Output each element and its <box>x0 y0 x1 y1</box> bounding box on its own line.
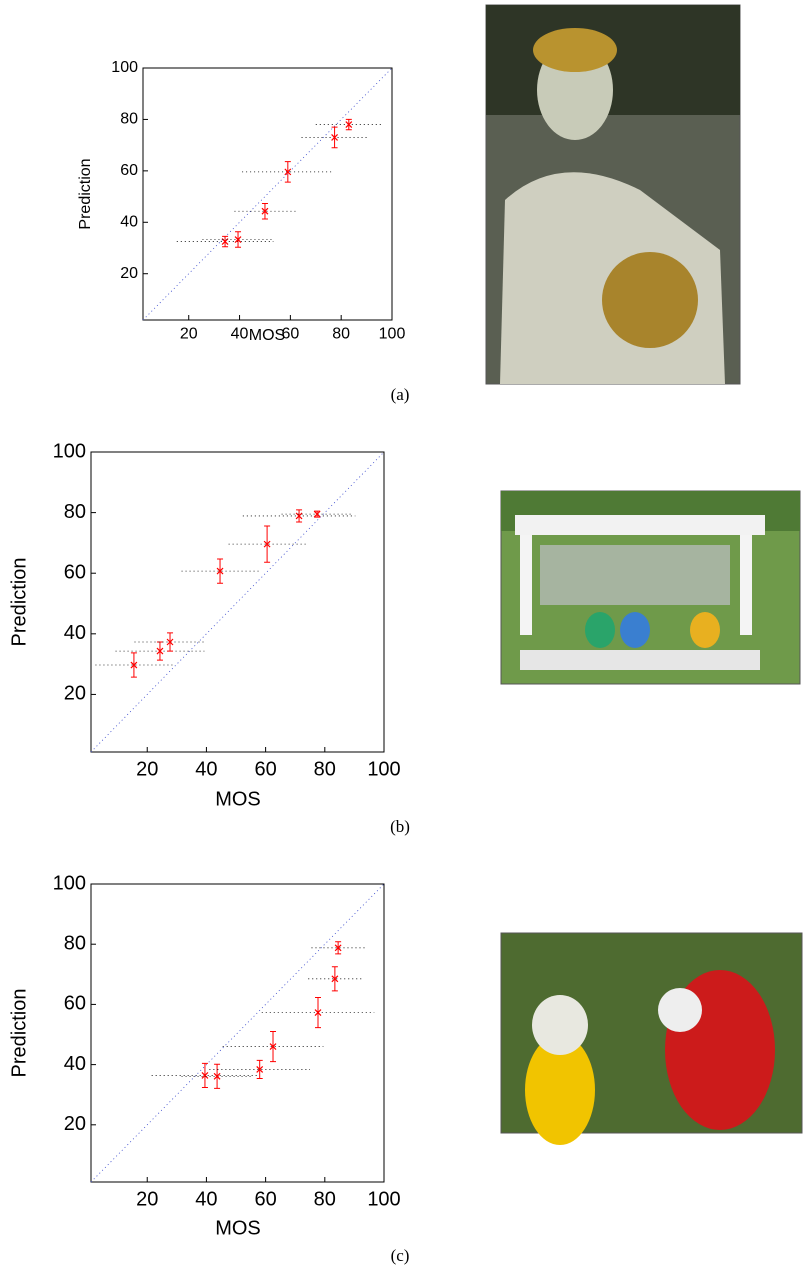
y-tick-label: 100 <box>53 872 86 894</box>
x-tick-label: 40 <box>195 1188 217 1210</box>
x-tick-label: 20 <box>136 1188 158 1210</box>
x-axis-label: MOS <box>215 788 261 810</box>
x-tick-label: 100 <box>379 326 406 343</box>
x-tick-label: 40 <box>195 758 217 780</box>
photo-stage <box>501 491 800 684</box>
x-tick-label: 80 <box>332 326 350 343</box>
reference-diagonal <box>143 68 392 320</box>
x-tick-label: 80 <box>314 758 336 780</box>
x-tick-label: 40 <box>231 326 249 343</box>
y-tick-label: 40 <box>64 622 86 644</box>
figure: 20 40 60 80 100 20 40 60 80 100 MOS Prediction (a) 20… <box>0 0 804 1270</box>
x-tick-label: 100 <box>367 758 400 780</box>
y-tick-label: 80 <box>64 932 86 954</box>
y-tick-label: 40 <box>64 1053 86 1075</box>
y-axis-label: Prediction <box>8 989 30 1078</box>
page: 20 40 60 80 100 20 40 60 80 100 MOS Prediction (a) 20… <box>0 0 804 1270</box>
caption: (c) <box>391 1246 410 1265</box>
y-tick-label: 20 <box>64 683 86 705</box>
y-tick-label: 100 <box>53 440 86 462</box>
x-axis-label: MOS <box>249 327 285 344</box>
x-tick-label: 100 <box>367 1188 400 1210</box>
y-tick-label: 40 <box>120 214 138 231</box>
caption: (b) <box>390 817 410 836</box>
x-tick-label: 60 <box>254 758 276 780</box>
y-tick-label: 80 <box>120 111 138 128</box>
x-axis-label: MOS <box>215 1217 261 1239</box>
y-tick-label: 20 <box>64 1113 86 1135</box>
y-tick-label: 100 <box>111 59 138 76</box>
y-tick-label: 60 <box>64 561 86 583</box>
y-tick-label: 20 <box>120 265 138 282</box>
x-tick-label: 80 <box>314 1188 336 1210</box>
y-axis-label: Prediction <box>8 558 30 647</box>
x-tick-label: 20 <box>180 326 198 343</box>
y-tick-label: 60 <box>64 993 86 1015</box>
reference-diagonal <box>91 884 384 1182</box>
x-tick-label: 20 <box>136 758 158 780</box>
photo-parrots <box>501 933 802 1145</box>
y-axis-label: Prediction <box>77 158 94 229</box>
y-tick-label: 80 <box>64 501 86 523</box>
reference-diagonal <box>91 452 384 752</box>
x-tick-label: 60 <box>254 1188 276 1210</box>
y-tick-label: 60 <box>120 162 138 179</box>
caption: (a) <box>391 385 410 404</box>
photo-statue <box>486 5 740 384</box>
